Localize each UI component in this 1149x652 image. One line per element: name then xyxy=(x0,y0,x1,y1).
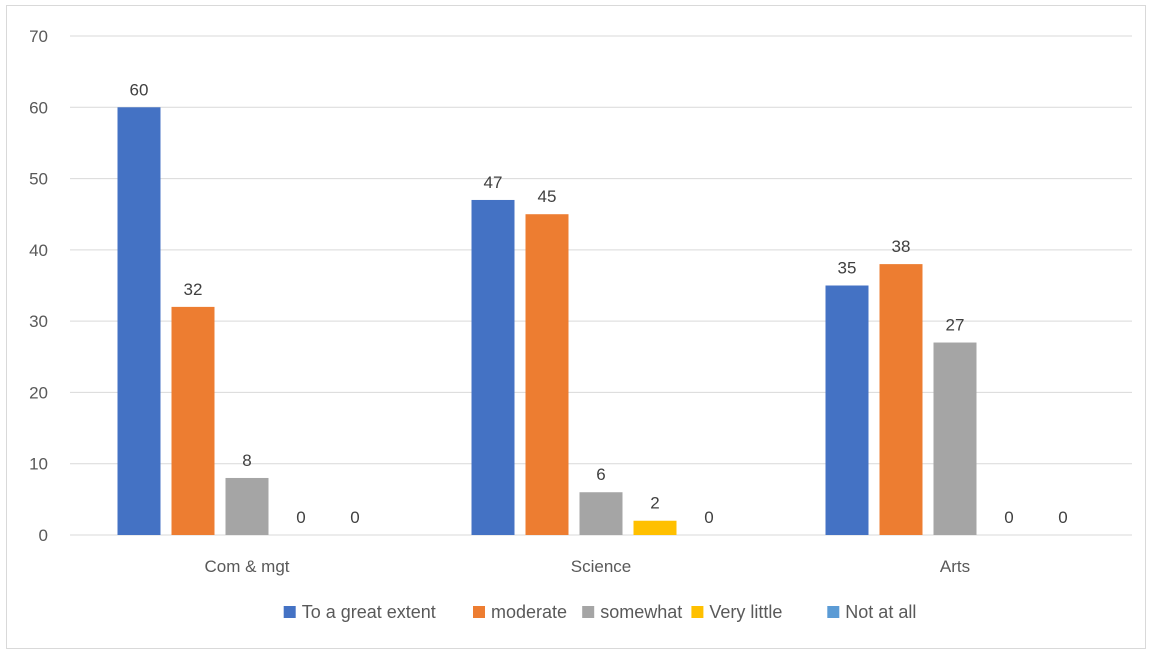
y-tick-label: 20 xyxy=(29,383,48,402)
data-label: 8 xyxy=(242,451,251,470)
data-label: 45 xyxy=(538,187,557,206)
x-axis-ticks: Com & mgt Science Arts xyxy=(204,557,970,576)
legend-label: Very little xyxy=(709,602,782,622)
y-tick-label: 70 xyxy=(29,27,48,46)
data-label: 6 xyxy=(596,465,605,484)
bar xyxy=(579,492,623,535)
data-labels: 60 32 8 0 0 47 45 6 2 0 35 38 27 0 0 xyxy=(130,80,1068,527)
bar xyxy=(879,264,923,535)
bar xyxy=(471,199,515,535)
data-label: 0 xyxy=(1058,508,1067,527)
bar xyxy=(825,285,869,535)
bar xyxy=(225,477,269,535)
data-label: 27 xyxy=(946,316,965,335)
y-tick-label: 60 xyxy=(29,98,48,117)
legend-label: somewhat xyxy=(600,602,682,622)
data-label: 35 xyxy=(838,259,857,278)
y-tick-label: 30 xyxy=(29,312,48,331)
y-axis-ticks: 0 10 20 30 40 50 60 70 xyxy=(29,27,48,545)
data-label: 2 xyxy=(650,494,659,513)
data-label: 0 xyxy=(1004,508,1013,527)
data-label: 60 xyxy=(130,80,149,99)
bar xyxy=(933,342,977,535)
legend-label: Not at all xyxy=(845,602,916,622)
y-tick-label: 10 xyxy=(29,455,48,474)
legend-swatch xyxy=(473,606,485,618)
bars xyxy=(117,107,977,536)
data-label: 0 xyxy=(704,508,713,527)
y-tick-label: 40 xyxy=(29,241,48,260)
y-tick-label: 50 xyxy=(29,170,48,189)
x-tick-label: Com & mgt xyxy=(204,557,289,576)
legend-swatch xyxy=(691,606,704,618)
data-label: 32 xyxy=(184,280,203,299)
legend-swatch xyxy=(582,606,595,618)
y-tick-label: 0 xyxy=(39,526,48,545)
bar xyxy=(525,214,569,535)
data-label: 38 xyxy=(892,237,911,256)
legend-swatch xyxy=(283,606,296,618)
x-tick-label: Science xyxy=(571,557,631,576)
bar xyxy=(117,107,161,536)
bar xyxy=(171,306,215,535)
legend-swatch xyxy=(827,606,840,618)
bar xyxy=(633,520,677,535)
legend: To a great extent moderate somewhat Very li… xyxy=(283,602,916,622)
x-tick-label: Arts xyxy=(940,557,970,576)
data-label: 0 xyxy=(350,508,359,527)
legend-label: moderate xyxy=(491,602,567,622)
data-label: 0 xyxy=(296,508,305,527)
legend-label: To a great extent xyxy=(302,602,436,622)
data-label: 47 xyxy=(484,173,503,192)
